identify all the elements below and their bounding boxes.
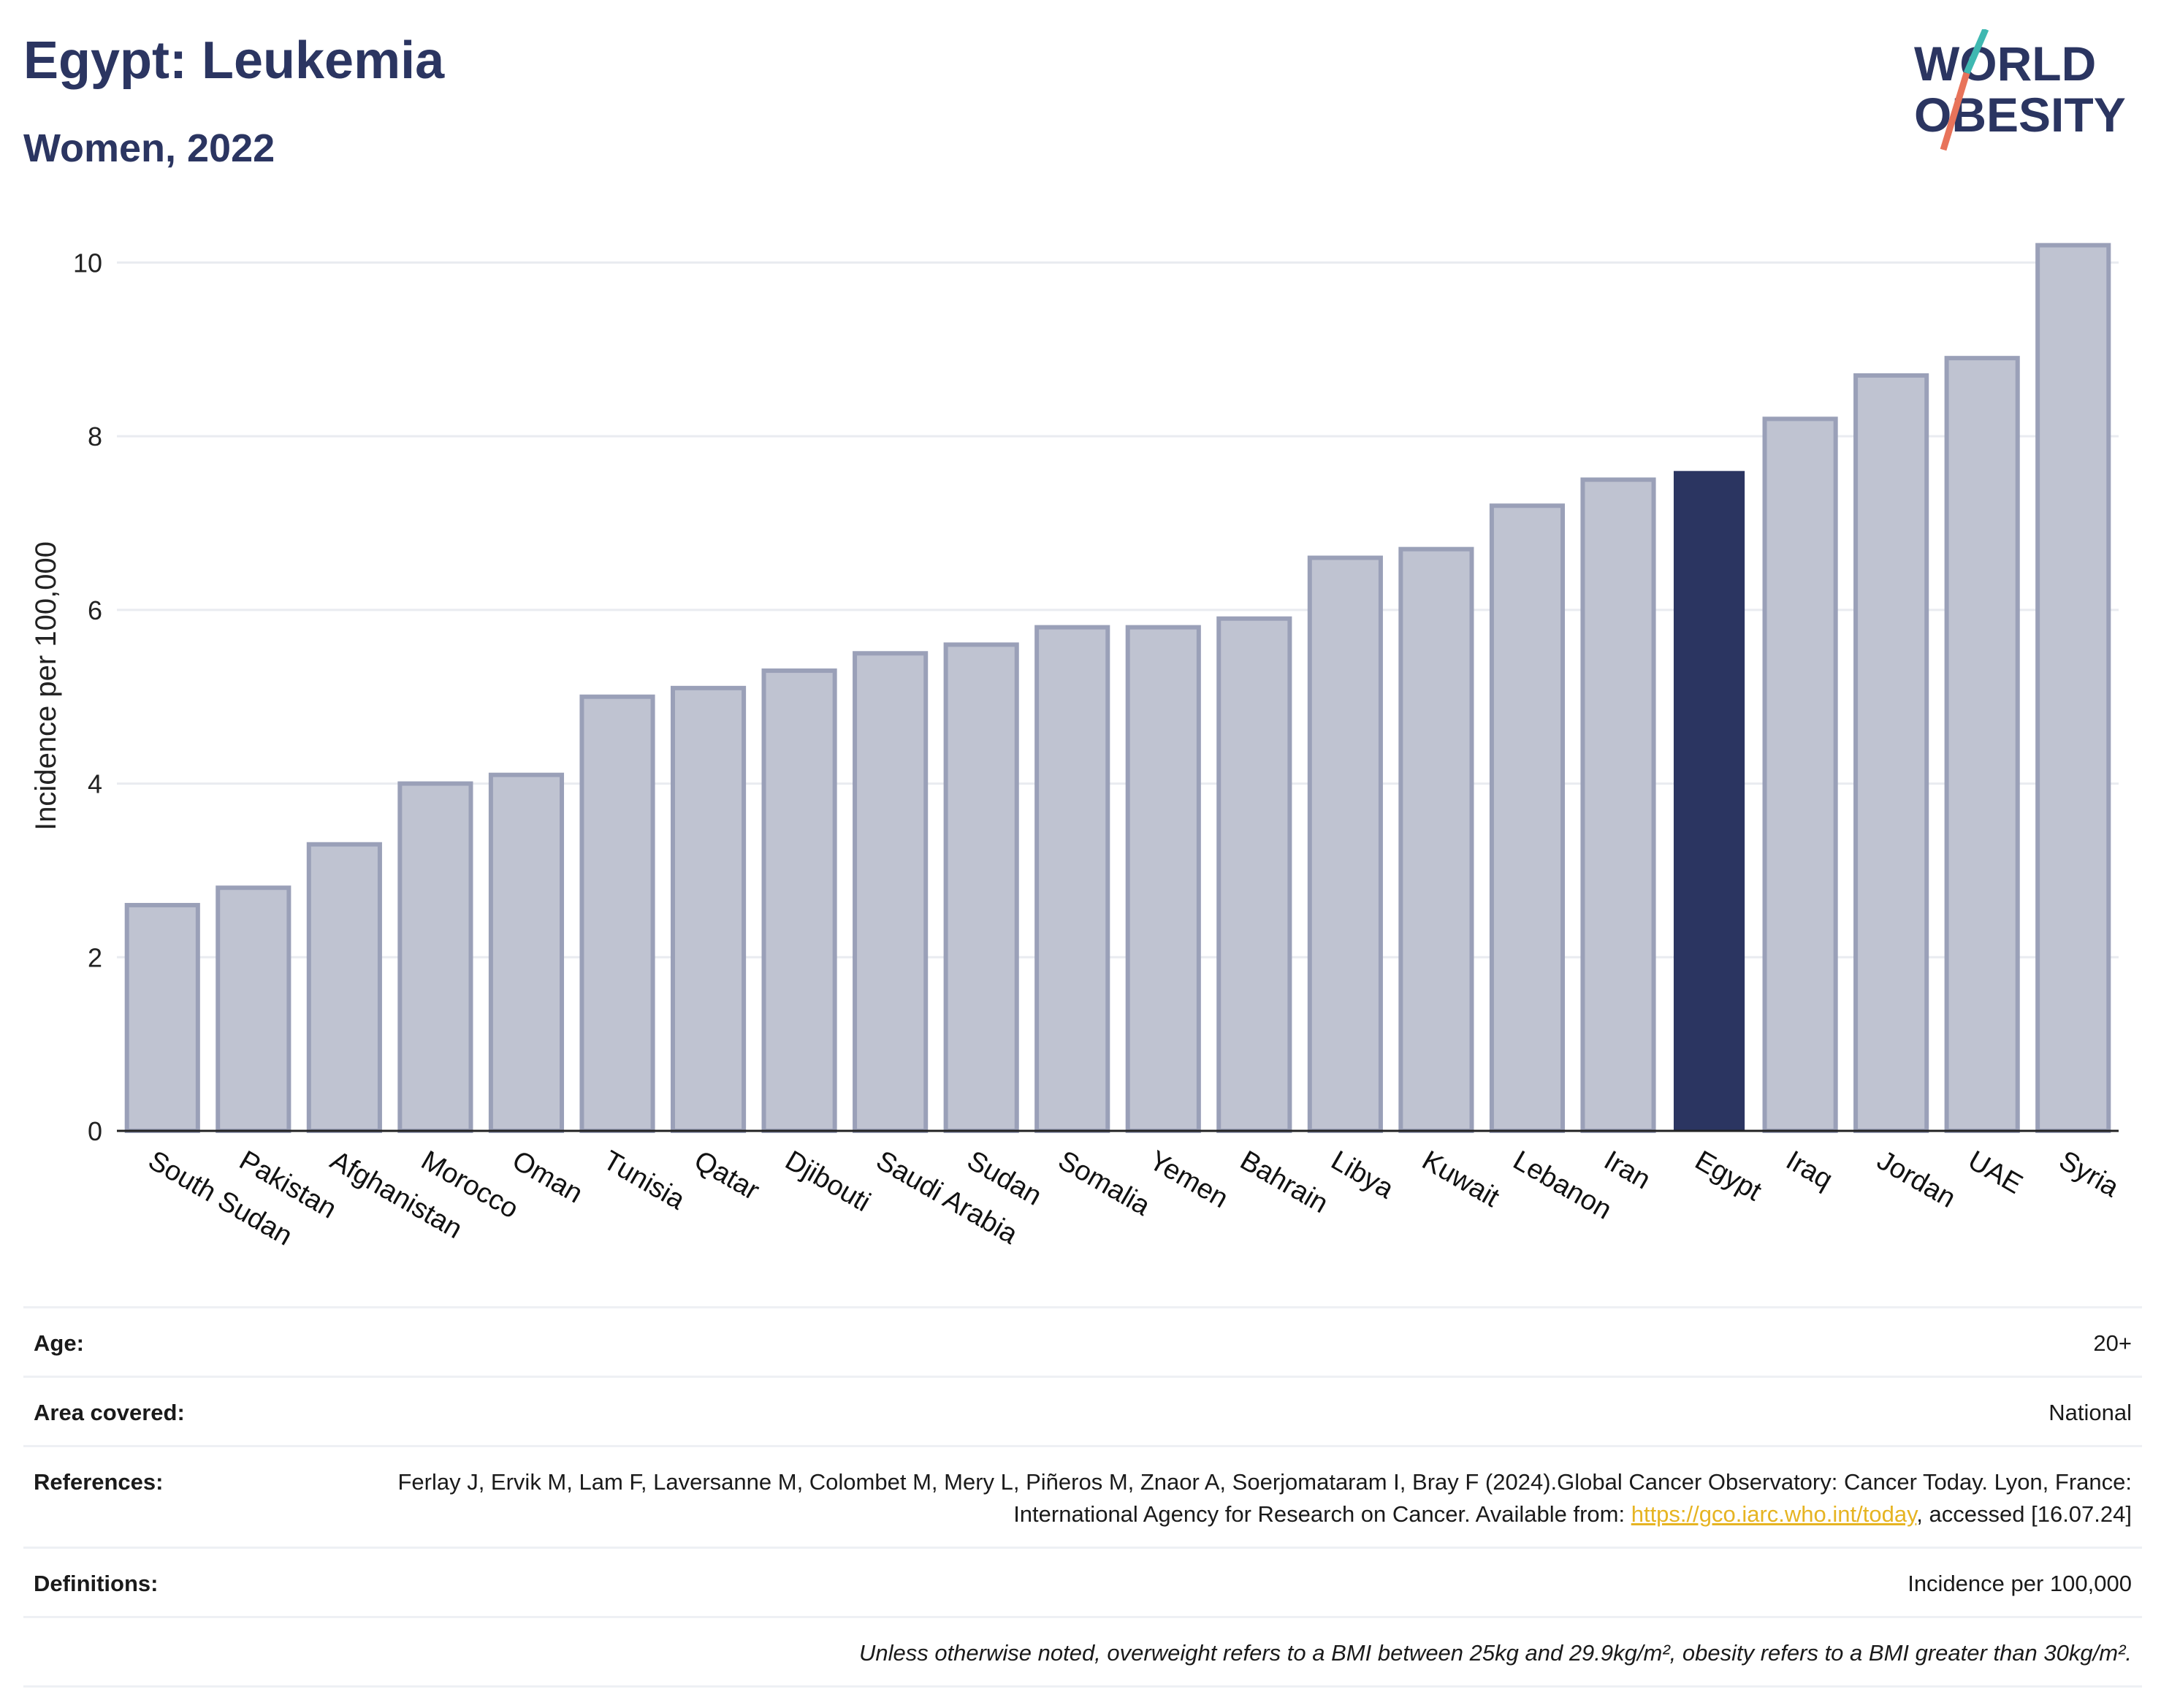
x-tick-label: Qatar xyxy=(689,1145,765,1206)
page-subtitle: Women, 2022 xyxy=(23,126,275,170)
x-tick-label: Djibouti xyxy=(780,1145,876,1218)
bar xyxy=(1762,416,1838,1133)
x-tick-label: Jordan xyxy=(1872,1145,1961,1213)
y-axis-label: Incidence per 100,000 xyxy=(30,541,62,831)
area-value: National xyxy=(2048,1400,2132,1425)
bar xyxy=(397,781,473,1133)
bar xyxy=(488,772,565,1133)
x-tick-label: Iran xyxy=(1599,1145,1656,1195)
references-link[interactable]: https://gco.iarc.who.int/today xyxy=(1631,1501,1917,1527)
bar xyxy=(1489,503,1566,1133)
bar xyxy=(579,694,655,1133)
x-tick-label: UAE xyxy=(1963,1145,2028,1200)
bar xyxy=(943,642,1019,1133)
x-tick-label: Syria xyxy=(2054,1145,2124,1203)
page-title: Egypt: Leukemia xyxy=(23,31,445,90)
bar xyxy=(1853,373,1929,1133)
age-value: 20+ xyxy=(2093,1330,2132,1356)
y-tick-label: 10 xyxy=(73,248,102,278)
age-label: Age: xyxy=(34,1330,84,1356)
y-tick-label: 8 xyxy=(88,422,102,451)
metadata-table: Age: 20+ Area covered: National Referenc… xyxy=(23,1306,2142,1688)
bar xyxy=(1125,625,1201,1133)
x-tick-label: Lebanon xyxy=(1508,1145,1617,1225)
bar xyxy=(216,885,291,1133)
x-tick-label: Kuwait xyxy=(1417,1145,1504,1213)
logo-slash-top xyxy=(1963,29,1989,75)
bar xyxy=(1216,616,1292,1133)
x-tick-label: Somalia xyxy=(1053,1145,1156,1221)
bar xyxy=(670,685,747,1133)
x-tick-label: Yemen xyxy=(1144,1145,1233,1214)
bar xyxy=(1307,555,1383,1133)
meta-row-definitions: Definitions: Incidence per 100,000 xyxy=(23,1547,2142,1616)
y-tick-label: 4 xyxy=(88,769,102,799)
meta-row-references: References: Ferlay J, Ervik M, Lam F, La… xyxy=(23,1445,2142,1547)
x-tick-label: Libya xyxy=(1326,1145,1399,1205)
bar xyxy=(1398,546,1474,1133)
y-tick-label: 0 xyxy=(88,1116,102,1146)
bar xyxy=(1580,477,1656,1133)
meta-row-age: Age: 20+ xyxy=(23,1306,2142,1376)
bar xyxy=(2035,243,2111,1134)
x-tick-label: Tunisia xyxy=(598,1145,691,1216)
meta-row-note: Unless otherwise noted, overweight refer… xyxy=(23,1616,2142,1688)
references-tail: , accessed [16.07.24] xyxy=(1916,1501,2132,1527)
references-label: References: xyxy=(34,1469,164,1495)
x-tick-label: Bahrain xyxy=(1235,1145,1333,1219)
obesity-definition-note: Unless otherwise noted, overweight refer… xyxy=(858,1640,2132,1666)
y-tick-label: 2 xyxy=(88,942,102,972)
bar xyxy=(1944,356,2020,1134)
references-value: Ferlay J, Ervik M, Lam F, Laversanne M, … xyxy=(305,1466,2132,1530)
x-tick-label: Egypt xyxy=(1690,1145,1767,1207)
definitions-label: Definitions: xyxy=(34,1571,159,1596)
world-obesity-logo: WORLD OBESITY xyxy=(1914,29,2126,151)
logo-slash-bottom xyxy=(1940,72,1970,151)
bar xyxy=(1034,625,1110,1133)
definitions-value: Incidence per 100,000 xyxy=(1907,1571,2132,1596)
y-tick-label: 6 xyxy=(88,595,102,625)
bar xyxy=(761,668,837,1133)
bar xyxy=(306,842,382,1134)
x-tick-label: Iraq xyxy=(1781,1145,1838,1195)
bar xyxy=(124,902,200,1133)
area-label: Area covered: xyxy=(34,1400,185,1425)
logo-line1: WORLD xyxy=(1914,37,2096,91)
meta-row-area: Area covered: National xyxy=(23,1376,2142,1445)
references-text: Ferlay J, Ervik M, Lam F, Laversanne M, … xyxy=(397,1469,2132,1527)
bar-highlight xyxy=(1673,470,1745,1131)
bar xyxy=(853,651,929,1133)
